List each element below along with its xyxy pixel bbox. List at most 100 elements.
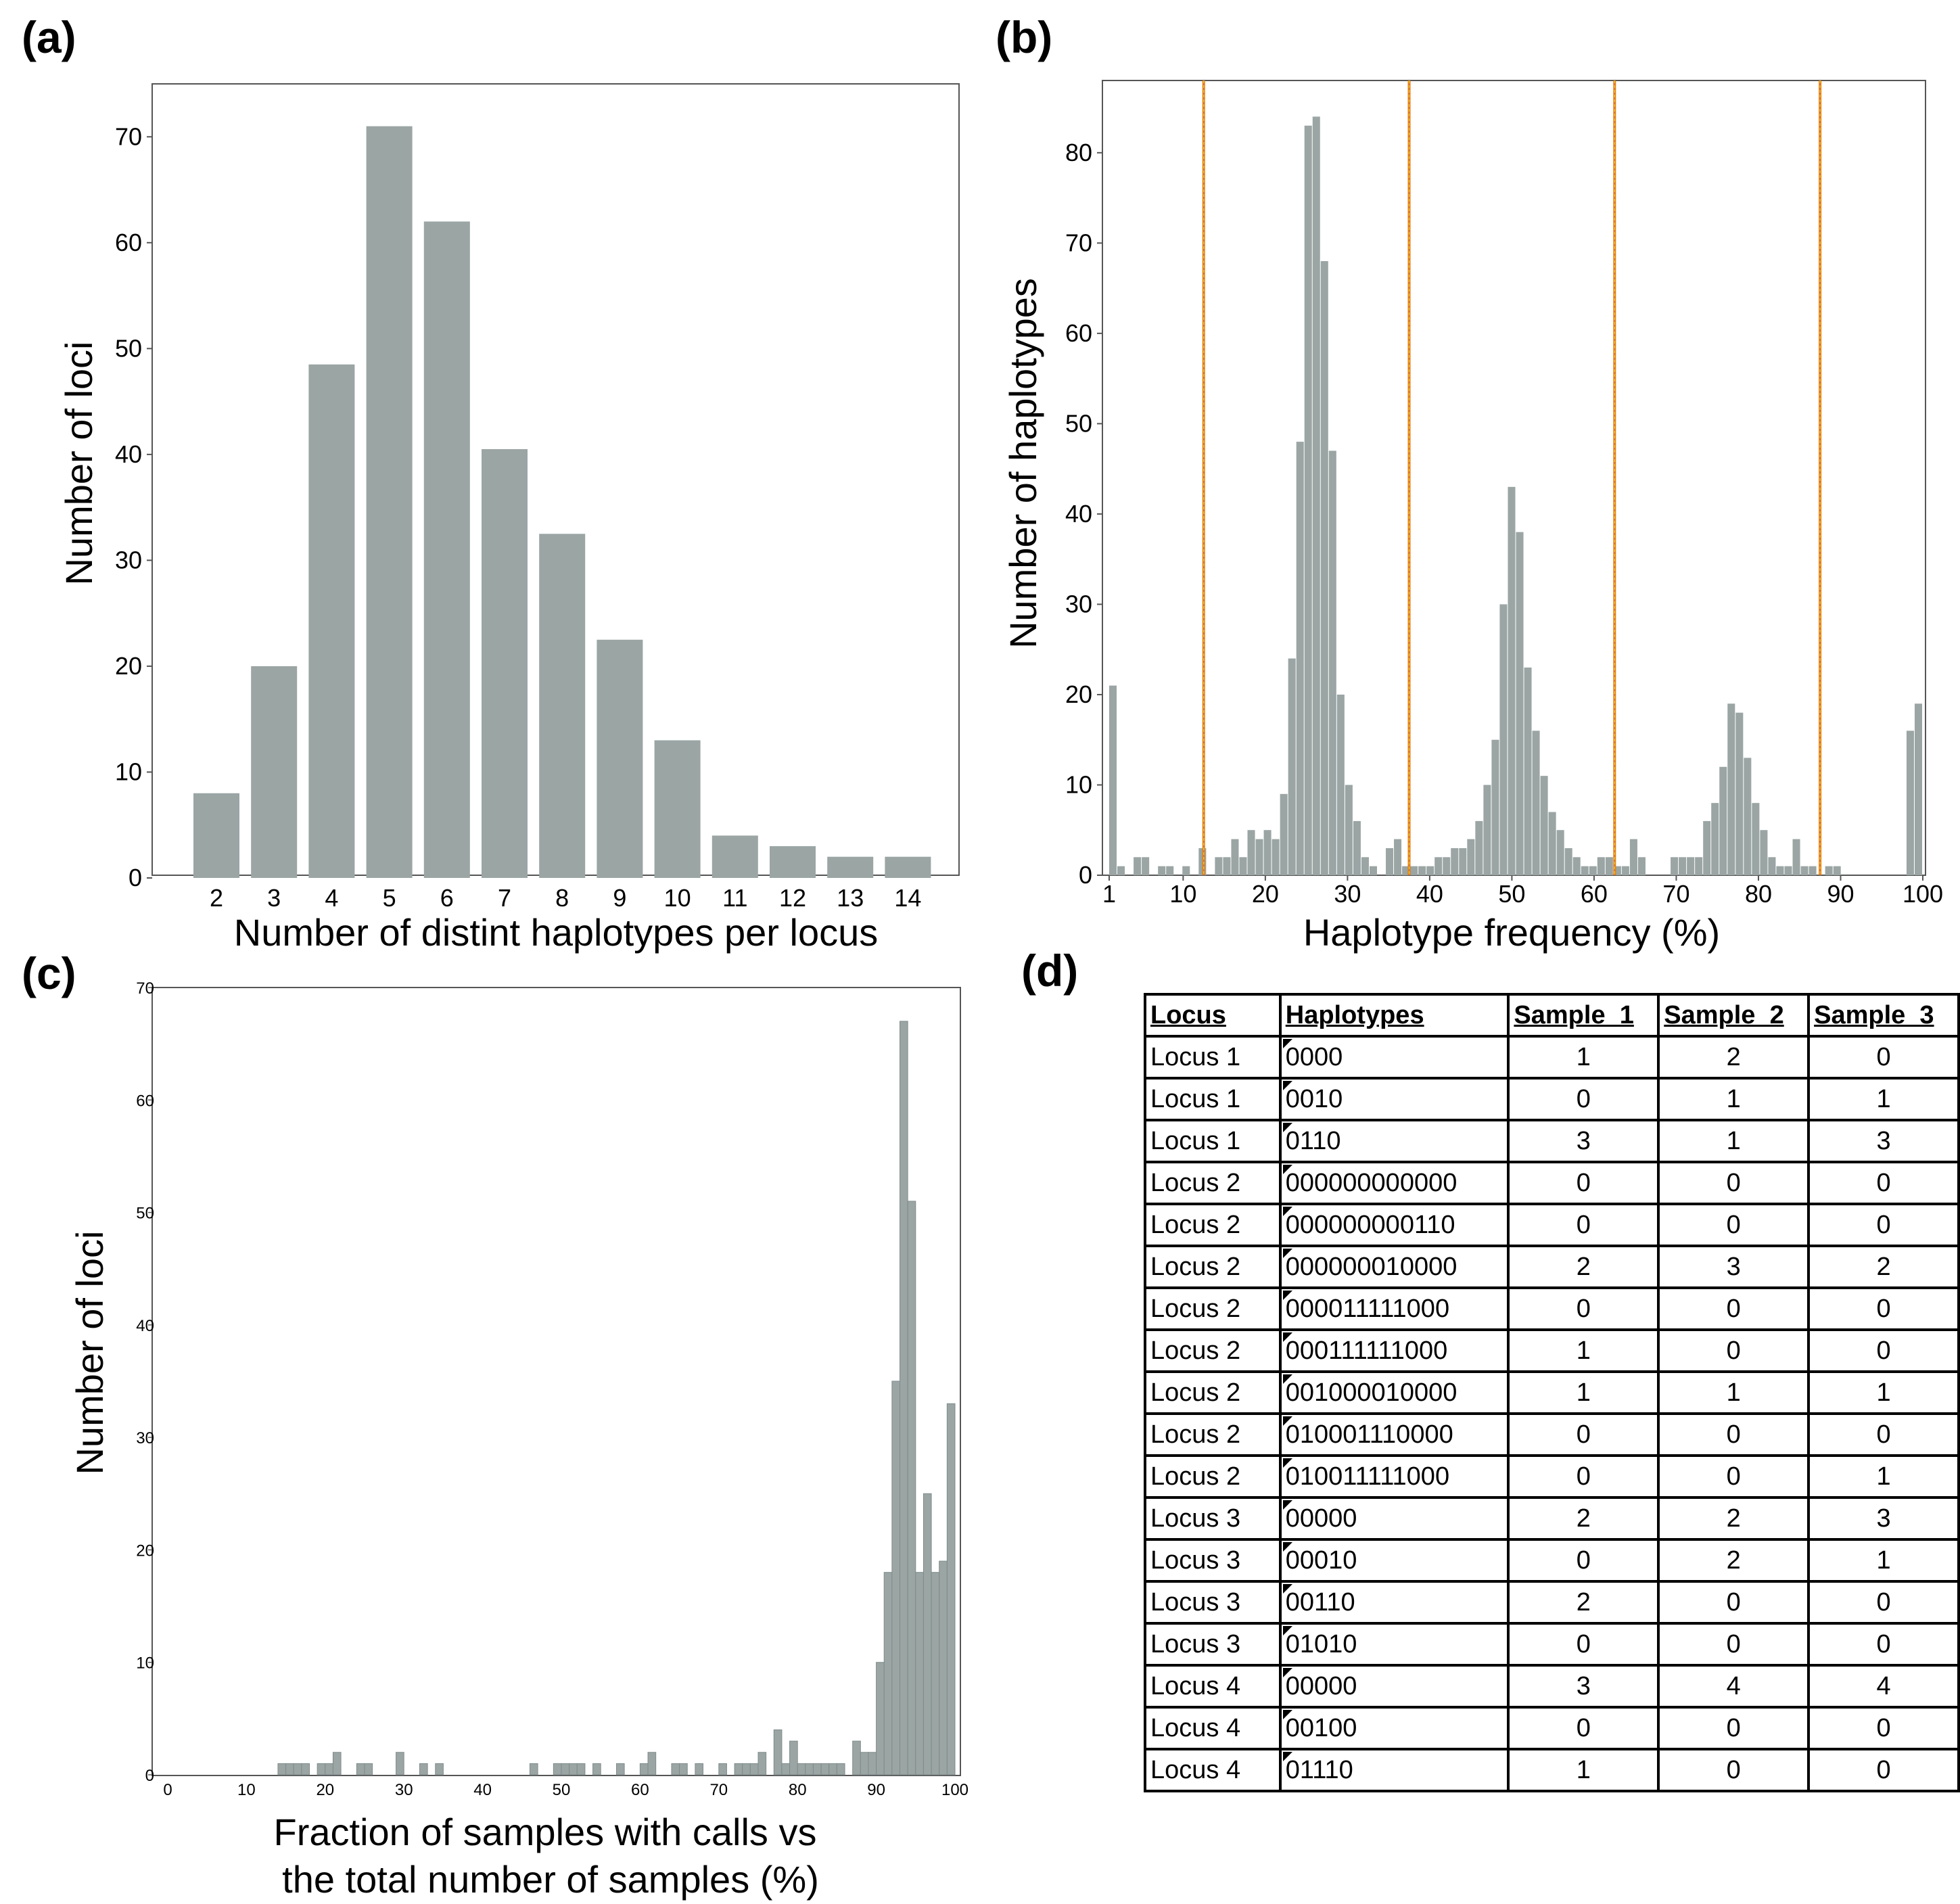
bar-c-65: [671, 1763, 680, 1775]
bar-c-75: [749, 1763, 759, 1775]
bar-b-43: [1451, 847, 1459, 875]
table-header-row: Locus Haplotypes Sample_1 Sample_2 Sample_3: [1144, 993, 1960, 1038]
bar-b-51: [1516, 532, 1524, 875]
bar-c-68: [695, 1763, 704, 1775]
bar-b-87: [1809, 866, 1817, 875]
y-tick-b-60: 60: [1065, 319, 1092, 347]
table-row: Locus 2 010011111000 0 0 1: [1144, 1454, 1960, 1499]
table-cell-haplotypes: 01110: [1278, 1748, 1510, 1792]
bar-b-77: [1727, 703, 1735, 875]
bar-a-3: [251, 666, 298, 878]
table-cell-locus: Locus 4: [1144, 1706, 1282, 1750]
bar-b-19: [1255, 839, 1263, 875]
bar-c-55: [592, 1763, 601, 1775]
table-cell-sample_2: 0: [1657, 1328, 1811, 1373]
y-tick-a-10: 10: [115, 758, 142, 785]
bar-b-18: [1247, 830, 1255, 875]
bar-b-22: [1280, 793, 1288, 875]
table-row: Locus 3 00010 0 2 1: [1144, 1538, 1960, 1583]
table-cell-haplotypes: 000000000000: [1278, 1161, 1510, 1205]
x-tick-a-8: 8: [555, 884, 569, 912]
table-cell-sample_2: 0: [1657, 1706, 1811, 1750]
bar-c-98: [931, 1572, 940, 1775]
bar-c-50: [553, 1763, 562, 1775]
bar-c-22: [332, 1752, 342, 1775]
table-cell-haplotypes: 00100: [1278, 1706, 1510, 1750]
bar-b-56: [1556, 830, 1564, 875]
table-cell-haplotypes: 00010: [1278, 1538, 1510, 1583]
table-cell-sample_3: 1: [1807, 1538, 1960, 1583]
x-tick-b-70: 70: [1662, 880, 1689, 908]
bar-c-91: [876, 1662, 885, 1775]
table-cell-locus: Locus 1: [1144, 1119, 1282, 1163]
bar-b-14: [1215, 857, 1223, 875]
bar-c-80: [789, 1740, 798, 1775]
y-tick-a-30: 30: [115, 546, 142, 574]
x-tick-c-40: 40: [473, 1781, 492, 1799]
bar-a-4: [308, 364, 355, 878]
bar-c-89: [860, 1752, 869, 1775]
x-tick-a-6: 6: [440, 884, 454, 912]
x-tick-c-100: 100: [941, 1781, 969, 1799]
bar-b-35: [1386, 847, 1394, 875]
table-cell-haplotypes: 010001110000: [1278, 1412, 1510, 1457]
bar-b-65: [1629, 839, 1637, 875]
bar-a-11: [711, 835, 758, 878]
table-cell-locus: Locus 3: [1144, 1496, 1282, 1541]
bar-c-66: [679, 1763, 688, 1775]
bar-b-20: [1263, 830, 1271, 875]
column-header-sample_1: Sample_1: [1507, 993, 1660, 1038]
table-row: Locus 1 0110 3 1 3: [1144, 1119, 1960, 1163]
y-tick-c-10: 10: [136, 1654, 154, 1673]
bar-b-72: [1687, 857, 1695, 875]
bar-b-31: [1353, 820, 1361, 875]
table-cell-haplotypes: 000000010000: [1278, 1245, 1510, 1289]
y-axis-title-c: Number of loci: [68, 1230, 111, 1475]
bar-b-39: [1418, 866, 1426, 875]
bar-c-58: [615, 1763, 625, 1775]
table-cell-sample_1: 0: [1507, 1161, 1660, 1205]
x-tick-b-100: 100: [1903, 880, 1943, 908]
table-row: Locus 2 000000000000 0 0 0: [1144, 1161, 1960, 1205]
bar-b-10: [1182, 866, 1190, 875]
table-cell-sample_1: 2: [1507, 1496, 1660, 1541]
table-cell-sample_2: 0: [1657, 1580, 1811, 1625]
bar-a-2: [193, 793, 239, 878]
table-cell-sample_2: 1: [1657, 1077, 1811, 1121]
table-cell-sample_3: 0: [1807, 1706, 1960, 1750]
panel-label-a: (a): [22, 12, 76, 62]
y-tick-a-20: 20: [115, 652, 142, 680]
bar-b-54: [1540, 776, 1548, 875]
table-row: Locus 3 00110 2 0 0: [1144, 1580, 1960, 1625]
bar-b-1: [1109, 685, 1117, 875]
bar-c-96: [915, 1572, 924, 1775]
table-cell-sample_2: 2: [1657, 1496, 1811, 1541]
bar-c-100: [946, 1403, 956, 1775]
table-cell-sample_2: 4: [1657, 1664, 1811, 1709]
bar-b-41: [1434, 857, 1443, 875]
bar-b-21: [1271, 839, 1280, 875]
table-cell-locus: Locus 3: [1144, 1622, 1282, 1667]
column-header-sample_3: Sample_3: [1807, 993, 1960, 1038]
table-row: Locus 3 00000 2 2 3: [1144, 1496, 1960, 1541]
bar-c-76: [757, 1752, 767, 1775]
bar-c-33: [419, 1763, 428, 1775]
table-cell-sample_2: 0: [1657, 1412, 1811, 1457]
bar-a-12: [770, 846, 816, 878]
bar-c-52: [569, 1763, 578, 1775]
bar-c-71: [718, 1763, 727, 1775]
table-cell-sample_3: 0: [1807, 1328, 1960, 1373]
panel-label-b: (b): [996, 12, 1052, 62]
x-axis-title-a: Number of distint haplotypes per locus: [234, 911, 879, 954]
bar-b-52: [1524, 667, 1532, 875]
x-tick-c-30: 30: [395, 1781, 413, 1799]
bar-b-53: [1532, 730, 1540, 875]
y-tick-a-60: 60: [115, 229, 142, 256]
table-cell-sample_2: 0: [1657, 1622, 1811, 1667]
bar-c-16: [285, 1763, 294, 1775]
bar-b-36: [1394, 839, 1402, 875]
table-cell-haplotypes: 0110: [1278, 1119, 1510, 1163]
bar-b-57: [1564, 847, 1572, 875]
table-cell-sample_3: 0: [1807, 1580, 1960, 1625]
